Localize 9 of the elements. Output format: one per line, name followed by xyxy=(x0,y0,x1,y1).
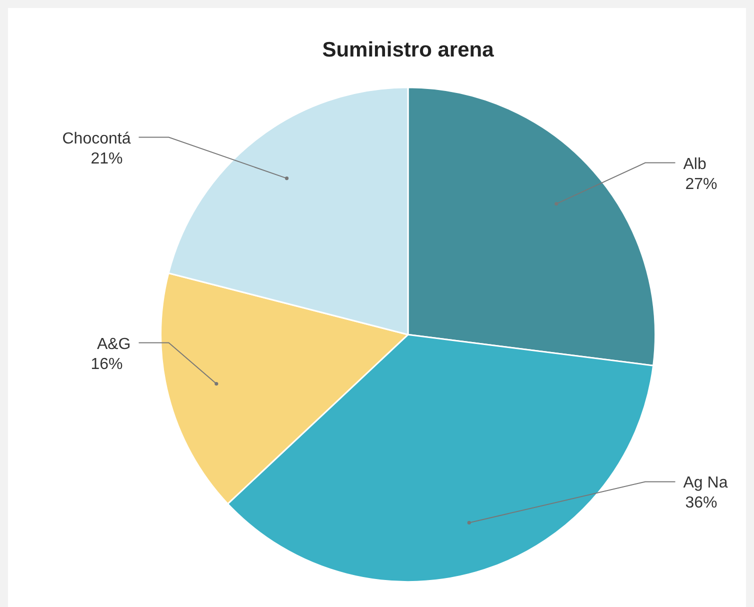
slice-label: Alb xyxy=(683,156,706,173)
data-label: 36% xyxy=(685,494,718,512)
chart-title: Suministro arena xyxy=(322,38,494,62)
data-label: 21% xyxy=(90,150,123,168)
data-label: 27% xyxy=(685,176,718,193)
slice-label: Chocontá xyxy=(62,130,131,148)
slice-label: Ag Na xyxy=(683,474,728,492)
data-label: 16% xyxy=(90,356,123,373)
slice-label: A&G xyxy=(96,336,131,353)
